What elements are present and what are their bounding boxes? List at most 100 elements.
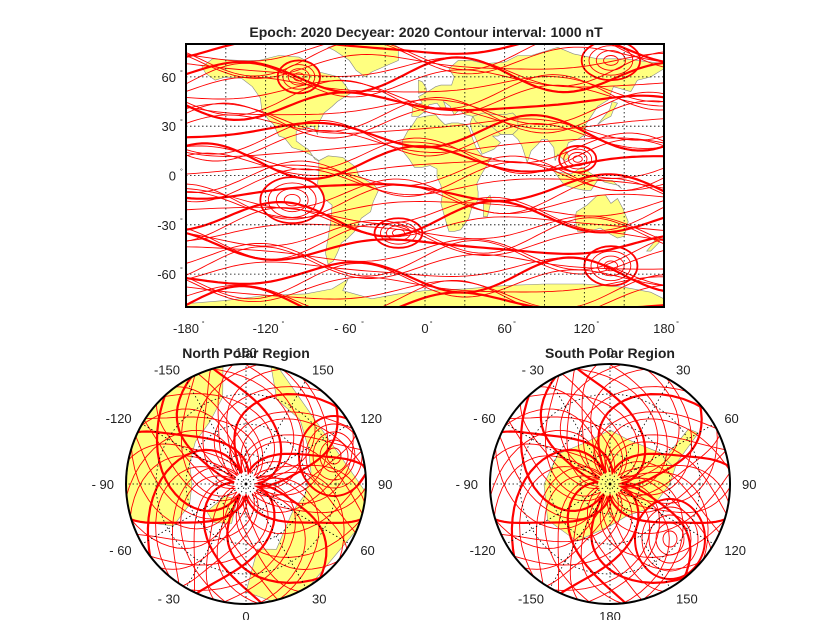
polar-meridian: [245, 379, 307, 485]
polar-contour-loop: [648, 514, 692, 564]
polar-contour-line: [126, 434, 366, 512]
polar-meridian: [245, 423, 351, 485]
polar-meridian: [185, 483, 247, 589]
world-y-tick-label: -30: [157, 218, 176, 233]
polar-contour-line: [490, 434, 730, 512]
south-polar-frame: [489, 363, 731, 605]
polar-meridian: [141, 423, 247, 485]
south-grid-layer: [490, 364, 730, 604]
polar-longitude-label: -120: [106, 411, 132, 426]
polar-contour-line: [493, 411, 730, 587]
world-land-indonesia: [550, 166, 622, 191]
polar-longitude-label: 0: [242, 609, 249, 620]
world-x-tick-label: 60: [497, 321, 511, 336]
world-contour-line: [186, 285, 664, 307]
polar-meridian: [505, 423, 611, 485]
world-contour-loop: [588, 45, 634, 76]
world-x-tick-label: 120: [573, 321, 595, 336]
polar-contour-line: [502, 394, 726, 592]
polar-contour-line: [499, 384, 714, 594]
polar-contour-loop: [312, 431, 356, 481]
polar-meridian: [185, 379, 247, 485]
polar-meridian: [609, 379, 671, 485]
world-y-tick-label: 30: [162, 119, 176, 134]
polar-longitude-label: -150: [518, 591, 544, 606]
world-contour-loop: [590, 250, 632, 282]
world-contour-loop: [595, 50, 626, 71]
world-x-tick-labels: -180 ° -120 ° - 60 ° 0 ° 60 ° 120 ° 180 °: [173, 320, 679, 336]
polar-contour-line: [126, 418, 366, 563]
world-map-panel: -180 ° -120 ° - 60 ° 0 ° 60 ° 120 ° 180 ° 60 °30 °0 °-30…: [157, 43, 679, 336]
polar-contour-line: [490, 393, 709, 604]
south-polar-panel: 0 - 30 30 - 60 60 - 90 90 -120 120 -150 150 180: [456, 345, 757, 624]
polar-contour-line: [519, 364, 670, 604]
polar-contour-line: [490, 386, 730, 566]
polar-contour-line: [130, 373, 366, 558]
polar-contour-line: [490, 364, 693, 591]
world-x-tick-label: - 60: [334, 321, 356, 336]
polar-meridian: [609, 423, 715, 485]
polar-contour-line: [519, 364, 730, 585]
world-contour-loop: [567, 152, 588, 167]
south-land-peninsula: [663, 428, 699, 468]
polar-meridian: [141, 483, 247, 545]
world-contour-line: [186, 257, 664, 286]
world-x-tick-label: -180: [173, 321, 199, 336]
polar-contour-line: [155, 364, 306, 604]
polar-longitude-label: - 30: [158, 591, 180, 606]
polar-longitude-label: 90: [378, 477, 392, 492]
world-x-tick-label-degree: °: [596, 320, 599, 328]
polar-contour-line: [126, 386, 366, 566]
polar-longitude-label: - 60: [473, 411, 495, 426]
polar-contour-line: [171, 367, 363, 604]
north-longitude-labels: 180 -150 150 -120 120 - 90 90 - 60 60 - 30 30 0: [92, 345, 393, 624]
world-y-tick-label: -60: [157, 267, 176, 282]
polar-contour-line: [126, 430, 366, 509]
polar-contour-loop: [298, 415, 366, 497]
world-contour-line: [186, 62, 664, 98]
polar-longitude-label: 180: [599, 609, 621, 620]
north-contour-layer: [126, 364, 366, 604]
world-y-tick-labels: 60 ° 30 ° 0 ° -30 ° -60 °: [157, 69, 183, 282]
world-land-japan: [597, 101, 618, 125]
polar-longitude-label: 120: [360, 411, 382, 426]
polar-contour-line: [516, 367, 684, 604]
polar-parallel: [519, 393, 701, 575]
polar-longitude-label: 60: [724, 411, 738, 426]
polar-contour-line: [202, 364, 251, 604]
world-contour-loop: [293, 72, 305, 82]
polar-meridian: [245, 483, 351, 545]
polar-contour-line: [180, 364, 342, 604]
north-polar-panel: 180 -150 150 -120 120 - 90 90 - 60 60 - 30 30 0: [92, 345, 393, 624]
polar-contour-line: [547, 364, 680, 604]
polar-contour-line: [175, 364, 283, 604]
world-y-tick-label-degree: °: [180, 217, 183, 225]
polar-contour-line: [490, 428, 730, 570]
polar-contour-line: [490, 430, 730, 509]
polar-contour-line: [566, 364, 615, 604]
world-x-tick-label: 180: [653, 321, 675, 336]
world-contour-loop: [283, 193, 301, 207]
polar-contour-loop: [641, 506, 699, 572]
polar-longitude-label: 30: [676, 363, 690, 378]
polar-contour-line: [544, 364, 690, 604]
polar-contour-line: [135, 384, 350, 594]
polar-parallel: [215, 453, 277, 515]
world-x-tick-label-degree: °: [281, 320, 284, 328]
world-contour-loop: [563, 148, 593, 170]
polar-meridian: [245, 483, 307, 589]
polar-longitude-label: -150: [154, 363, 180, 378]
polar-longitude-label: 150: [676, 591, 698, 606]
polar-longitude-label: 90: [742, 477, 756, 492]
polar-contour-line: [544, 364, 706, 604]
polar-contour-line: [490, 403, 730, 570]
world-contour-line: [186, 44, 664, 77]
polar-contour-loop: [662, 530, 678, 548]
polar-longitude-label: - 90: [456, 477, 478, 492]
polar-longitude-label: 60: [360, 543, 374, 558]
world-contour-loop: [287, 68, 310, 86]
polar-longitude-label: 30: [312, 591, 326, 606]
north-panel-title: North Polar Region: [182, 345, 310, 361]
